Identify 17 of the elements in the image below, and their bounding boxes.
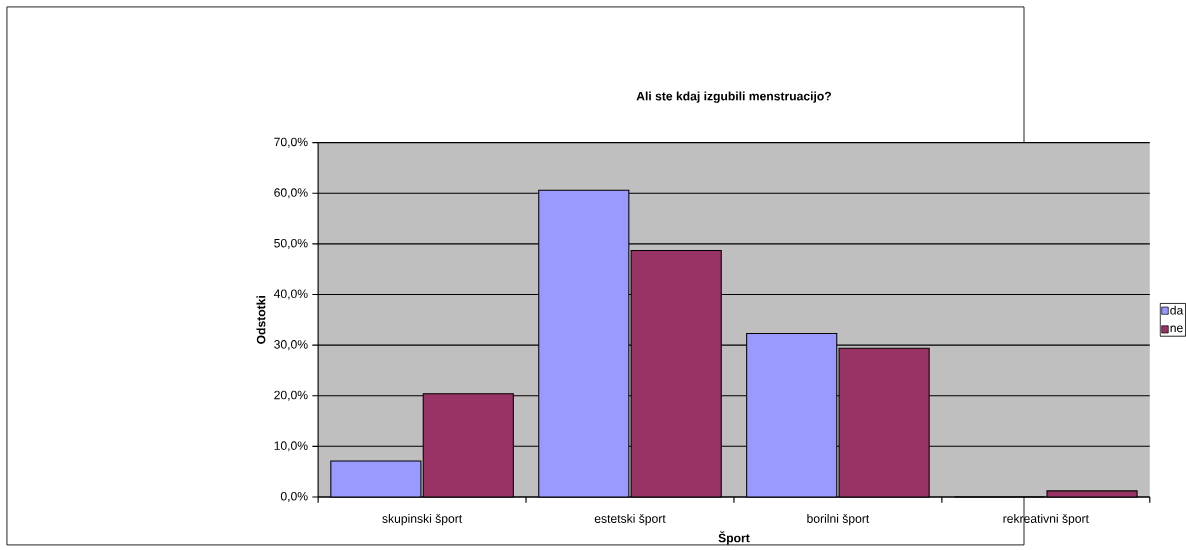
x-tick-label: estetski šport <box>594 513 666 526</box>
y-tick-label: 70,0% <box>274 137 308 148</box>
x-tick-label: rekreativni šport <box>1003 513 1089 526</box>
y-tick-label: 30,0% <box>274 340 308 351</box>
y-tick-label: 40,0% <box>273 289 308 300</box>
y-tick-label: 0,0% <box>280 491 308 502</box>
legend-label: ne <box>1170 325 1183 333</box>
y-tick-label: 20,0% <box>274 390 308 401</box>
chart-title: Ali ste kdaj izgubili menstruacijo? <box>636 91 831 103</box>
x-axis-title: Šport <box>718 531 750 545</box>
y-tick-label: 60,0% <box>274 188 308 199</box>
y-axis-title: Odstotki <box>256 296 266 344</box>
x-tick-label: borilni šport <box>807 513 870 526</box>
y-tick-label: 10,0% <box>274 441 308 452</box>
x-tick-label: skupinski šport <box>382 513 463 526</box>
y-tick-label: 50,0% <box>274 238 308 249</box>
legend-label: da <box>1170 305 1184 315</box>
